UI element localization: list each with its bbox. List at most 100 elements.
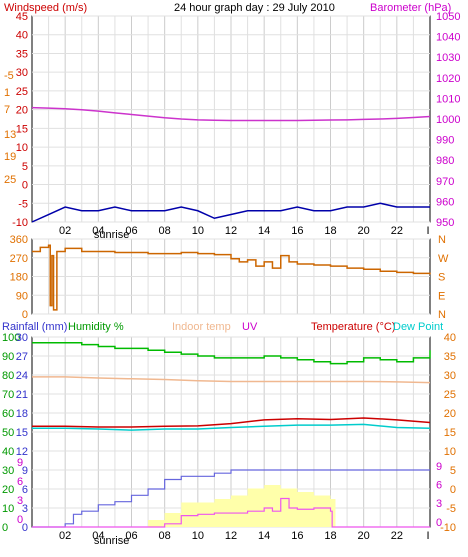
humidity-line xyxy=(32,341,431,365)
humidity-tick-label: 40 xyxy=(2,446,14,458)
humidity-tick-label: 20 xyxy=(2,484,14,496)
solar-tick-label: 0 xyxy=(436,517,442,529)
hour-tick-label: 22 xyxy=(391,225,403,237)
hour-tick-label: I xyxy=(426,225,429,237)
temperature-tick-label: 30 xyxy=(444,370,456,382)
humidity-tick-label: 70 xyxy=(2,389,14,401)
temperature-tick-label: 15 xyxy=(444,427,456,439)
barometer-tick-label: 970 xyxy=(436,176,454,188)
temperature-tick-label: 35 xyxy=(444,351,456,363)
rainfall-tick-label: 27 xyxy=(16,351,28,363)
windspeed-tick-label: 45 xyxy=(16,11,28,23)
compass-label: S xyxy=(438,272,445,284)
barometer-line xyxy=(31,106,431,122)
hour-tick-label: 02 xyxy=(59,530,71,542)
temperature-tick-label: -5 xyxy=(446,503,456,515)
gust-tick-label: 19 xyxy=(4,151,16,163)
windspeed-tick-label: -5 xyxy=(18,198,28,210)
data-series xyxy=(31,106,431,528)
rainfall-tick-label: 0 xyxy=(22,522,28,534)
hour-tick-label: 12 xyxy=(225,530,237,542)
barometer-tick-label: 960 xyxy=(436,196,454,208)
hour-tick-label: 12 xyxy=(225,225,237,237)
humidity-tick-label: 10 xyxy=(2,503,14,515)
hour-tick-label: 22 xyxy=(391,530,403,542)
barometer-tick-label: 1000 xyxy=(436,114,460,126)
legend-dewpoint: Dew Point xyxy=(393,321,443,333)
legend-uv: UV xyxy=(242,321,258,333)
humidity-tick-label: 80 xyxy=(2,370,14,382)
legend-temperature: Temperature (°C) xyxy=(311,321,395,333)
uv-line xyxy=(32,497,430,528)
gust-tick-label: 7 xyxy=(4,104,10,116)
hour-tick-label: 14 xyxy=(258,225,270,237)
uv-tick-label: 0 xyxy=(17,514,23,526)
uv-tick-label: 3 xyxy=(17,495,23,507)
hour-tick-label: 06 xyxy=(125,530,137,542)
compass-label: E xyxy=(438,290,445,302)
uv-tick-label: 9 xyxy=(17,457,23,469)
axis-labels: Windspeed (m/s) 24 hour graph day : 29 J… xyxy=(2,2,460,547)
barometer-tick-label: 1040 xyxy=(436,32,460,44)
solar-tick-label: 3 xyxy=(436,498,442,510)
gust-tick-label: 1 xyxy=(4,87,10,99)
hour-tick-label: 14 xyxy=(258,530,270,542)
humidity-tick-label: 50 xyxy=(2,427,14,439)
hour-tick-label: I xyxy=(426,530,429,542)
hour-tick-label: 20 xyxy=(358,225,370,237)
hour-tick-label: 10 xyxy=(192,530,204,542)
hour-tick-label: 08 xyxy=(159,225,171,237)
hour-tick-label: 06 xyxy=(125,225,137,237)
barometer-tick-label: 1010 xyxy=(436,93,460,105)
temperature-tick-label: 40 xyxy=(444,332,456,344)
rainfall-tick-label: 6 xyxy=(22,484,28,496)
humidity-tick-label: 0 xyxy=(2,522,8,534)
sunrise-label: sunrise xyxy=(94,229,129,241)
windspeed-tick-label: 0 xyxy=(22,180,28,192)
gust-tick-label: -5 xyxy=(4,70,14,82)
wind-average-line xyxy=(31,202,430,223)
windspeed-tick-label: 40 xyxy=(16,30,28,42)
temperature-line xyxy=(32,417,431,428)
legend-indoor-temp: Indoor temp xyxy=(172,321,231,333)
windspeed-tick-label: 10 xyxy=(16,142,28,154)
gust-tick-label: 13 xyxy=(4,129,16,141)
hour-tick-label: 16 xyxy=(291,530,303,542)
graph-title: 24 hour graph day : 29 July 2010 xyxy=(174,2,335,14)
barometer-label: Barometer (hPa) xyxy=(370,2,451,14)
barometer-tick-label: 1030 xyxy=(436,52,460,64)
temperature-tick-label: 20 xyxy=(444,408,456,420)
barometer-tick-label: 950 xyxy=(436,217,454,229)
compass-label: N xyxy=(438,309,446,321)
windspeed-tick-label: 35 xyxy=(16,48,28,60)
hour-tick-label: 04 xyxy=(92,225,104,237)
grid-lines xyxy=(32,15,430,528)
rainfall-tick-label: 3 xyxy=(22,503,28,515)
temperature-tick-label: -10 xyxy=(440,522,456,534)
direction-tick-label: 0 xyxy=(22,309,28,321)
humidity-tick-label: 60 xyxy=(2,408,14,420)
humidity-tick-label: 90 xyxy=(2,351,14,363)
solar-area xyxy=(32,485,430,527)
direction-tick-label: 180 xyxy=(10,272,28,284)
gust-tick-label: 25 xyxy=(4,174,16,186)
compass-label: N xyxy=(438,234,446,246)
wind-direction-line xyxy=(32,244,431,311)
direction-tick-label: 360 xyxy=(10,234,28,246)
solar-tick-label: 9 xyxy=(436,461,442,473)
windspeed-tick-label: 25 xyxy=(16,86,28,98)
rainfall-tick-label: 18 xyxy=(16,408,28,420)
uv-tick-label: 6 xyxy=(17,476,23,488)
hour-tick-label: 18 xyxy=(324,225,336,237)
hour-tick-label: 04 xyxy=(92,530,104,542)
hour-tick-label: 16 xyxy=(291,225,303,237)
hour-tick-label: 08 xyxy=(159,530,171,542)
humidity-tick-label: 100 xyxy=(2,332,20,344)
rainfall-tick-label: 15 xyxy=(16,427,28,439)
rainfall-tick-label: 9 xyxy=(22,465,28,477)
barometer-tick-label: 1020 xyxy=(436,73,460,85)
direction-tick-label: 90 xyxy=(16,290,28,302)
solar-tick-label: 6 xyxy=(436,480,442,492)
temperature-tick-label: 0 xyxy=(450,484,456,496)
